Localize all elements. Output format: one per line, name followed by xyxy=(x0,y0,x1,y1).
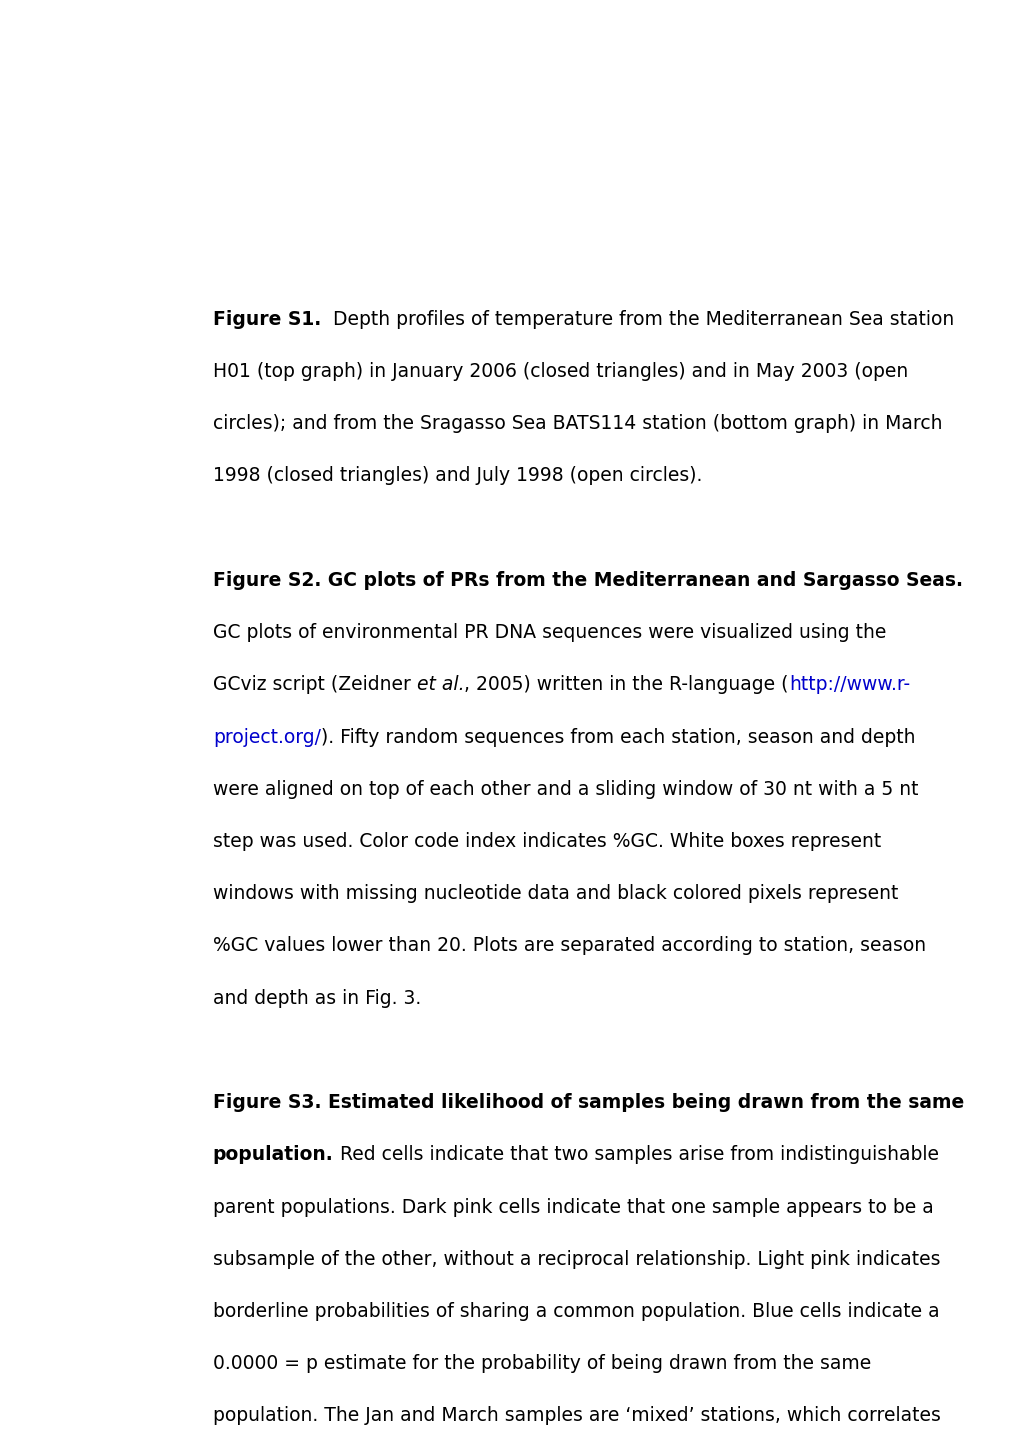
Text: Red cells indicate that two samples arise from indistinguishable: Red cells indicate that two samples aris… xyxy=(333,1146,937,1165)
Text: windows with missing nucleotide data and black colored pixels represent: windows with missing nucleotide data and… xyxy=(213,885,898,903)
Text: project.org/: project.org/ xyxy=(213,727,321,746)
Text: et al.: et al. xyxy=(417,675,464,694)
Text: http://www.r-: http://www.r- xyxy=(788,675,909,694)
Text: Depth profiles of temperature from the Mediterranean Sea station: Depth profiles of temperature from the M… xyxy=(321,310,954,329)
Text: were aligned on top of each other and a sliding window of 30 nt with a 5 nt: were aligned on top of each other and a … xyxy=(213,779,917,799)
Text: circles); and from the Sragasso Sea BATS114 station (bottom graph) in March: circles); and from the Sragasso Sea BATS… xyxy=(213,414,942,433)
Text: %GC values lower than 20. Plots are separated according to station, season: %GC values lower than 20. Plots are sepa… xyxy=(213,937,925,955)
Text: parent populations. Dark pink cells indicate that one sample appears to be a: parent populations. Dark pink cells indi… xyxy=(213,1198,932,1216)
Text: population. The Jan and March samples are ‘mixed’ stations, which correlates: population. The Jan and March samples ar… xyxy=(213,1407,940,1426)
Text: borderline probabilities of sharing a common population. Blue cells indicate a: borderline probabilities of sharing a co… xyxy=(213,1302,938,1320)
Text: ). Fifty random sequences from each station, season and depth: ). Fifty random sequences from each stat… xyxy=(321,727,914,746)
Text: and depth as in Fig. 3.: and depth as in Fig. 3. xyxy=(213,988,421,1007)
Text: , 2005) written in the R-language (: , 2005) written in the R-language ( xyxy=(464,675,788,694)
Text: 0.0000 = p estimate for the probability of being drawn from the same: 0.0000 = p estimate for the probability … xyxy=(213,1355,870,1374)
Text: Figure S2. GC plots of PRs from the Mediterranean and Sargasso Seas.: Figure S2. GC plots of PRs from the Medi… xyxy=(213,571,962,590)
Text: H01 (top graph) in January 2006 (closed triangles) and in May 2003 (open: H01 (top graph) in January 2006 (closed … xyxy=(213,362,907,381)
Text: GCviz script (Zeidner: GCviz script (Zeidner xyxy=(213,675,417,694)
Text: 1998 (closed triangles) and July 1998 (open circles).: 1998 (closed triangles) and July 1998 (o… xyxy=(213,466,701,485)
Text: Figure S1.: Figure S1. xyxy=(213,310,321,329)
Text: GC plots of environmental PR DNA sequences were visualized using the: GC plots of environmental PR DNA sequenc… xyxy=(213,623,886,642)
Text: Figure S3. Estimated likelihood of samples being drawn from the same: Figure S3. Estimated likelihood of sampl… xyxy=(213,1094,963,1113)
Text: population.: population. xyxy=(213,1146,333,1165)
Text: step was used. Color code index indicates %GC. White boxes represent: step was used. Color code index indicate… xyxy=(213,833,880,851)
Text: subsample of the other, without a reciprocal relationship. Light pink indicates: subsample of the other, without a recipr… xyxy=(213,1250,940,1268)
